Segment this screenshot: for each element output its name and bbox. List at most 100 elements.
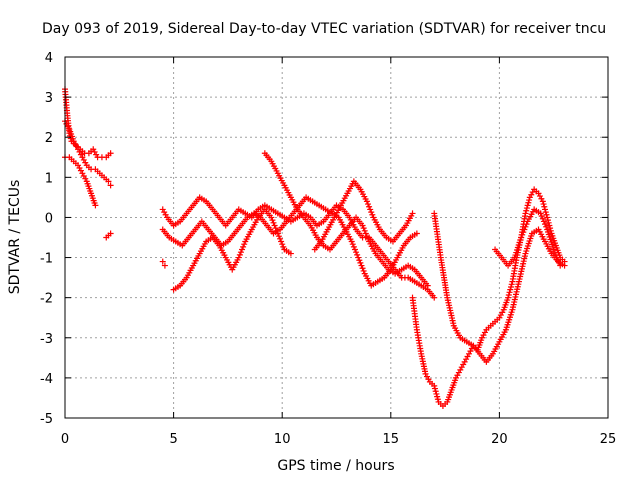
data-point bbox=[348, 238, 355, 245]
grid-layer bbox=[65, 57, 608, 418]
data-point bbox=[280, 243, 287, 250]
y-axis-label: SDTVAR / TECUs bbox=[7, 180, 23, 295]
data-point bbox=[545, 219, 552, 226]
ticks-layer: 0 5 10 15 20 25 -5 -4 -3 -2 -1 0 1 2 3 4 bbox=[40, 51, 616, 447]
x-axis-label: GPS time / hours bbox=[277, 458, 394, 474]
data-point bbox=[505, 294, 512, 301]
data-point bbox=[279, 241, 286, 248]
data-point bbox=[358, 262, 365, 269]
data-point bbox=[364, 235, 371, 242]
x-tick-label: 5 bbox=[169, 432, 177, 447]
data-point bbox=[287, 250, 294, 257]
data-point bbox=[270, 219, 277, 226]
data-point bbox=[349, 241, 356, 248]
data-point bbox=[273, 227, 280, 234]
data-point bbox=[547, 227, 554, 234]
data-point bbox=[551, 249, 558, 256]
data-point bbox=[552, 251, 559, 258]
data-point bbox=[540, 218, 547, 225]
data-point bbox=[366, 203, 373, 210]
data-point bbox=[363, 233, 370, 240]
data-point bbox=[359, 222, 366, 229]
y-tick-label: 2 bbox=[45, 131, 53, 146]
data-point bbox=[523, 221, 530, 228]
data-point bbox=[521, 226, 528, 233]
data-point bbox=[268, 214, 275, 221]
data-point bbox=[354, 251, 361, 258]
data-point bbox=[272, 225, 279, 232]
data-point bbox=[544, 214, 551, 221]
data-point bbox=[557, 262, 564, 269]
data-point bbox=[546, 222, 553, 229]
data-point bbox=[431, 294, 438, 301]
data-point bbox=[522, 210, 529, 217]
data-point bbox=[524, 202, 531, 209]
data-point bbox=[525, 199, 532, 206]
data-point bbox=[241, 241, 248, 248]
data-point bbox=[357, 259, 364, 266]
y-tick-label: 1 bbox=[45, 171, 53, 186]
data-point bbox=[235, 254, 242, 261]
data-point bbox=[523, 207, 530, 214]
data-point bbox=[105, 178, 112, 185]
data-point bbox=[236, 251, 243, 258]
data-point bbox=[350, 243, 357, 250]
x-tick-label: 10 bbox=[274, 432, 291, 447]
data-point bbox=[507, 283, 514, 290]
data-point bbox=[506, 289, 513, 296]
x-tick-label: 20 bbox=[491, 432, 508, 447]
data-series-track-13 bbox=[159, 258, 168, 269]
data-point bbox=[538, 213, 545, 220]
data-point bbox=[507, 286, 514, 293]
data-point bbox=[107, 182, 114, 189]
data-series-track-11 bbox=[431, 210, 568, 365]
y-tick-label: -5 bbox=[40, 412, 53, 427]
data-series-track-8 bbox=[261, 150, 431, 289]
data-point bbox=[356, 257, 363, 264]
data-point bbox=[542, 206, 549, 213]
y-tick-label: 4 bbox=[45, 51, 53, 66]
data-point bbox=[542, 209, 549, 216]
data-point bbox=[518, 234, 525, 241]
data-point bbox=[368, 209, 375, 216]
data-point bbox=[161, 262, 168, 269]
data-point bbox=[556, 259, 563, 266]
data-point bbox=[424, 282, 431, 289]
data-point bbox=[542, 221, 549, 228]
data-point bbox=[553, 254, 560, 261]
data-series-track-4 bbox=[103, 230, 114, 241]
data-point bbox=[523, 205, 530, 212]
data-point bbox=[274, 230, 281, 237]
data-point bbox=[278, 238, 285, 245]
data-point bbox=[540, 201, 547, 208]
y-tick-label: -4 bbox=[40, 372, 53, 387]
data-point bbox=[431, 385, 438, 392]
data-point bbox=[107, 150, 114, 157]
data-point bbox=[367, 206, 374, 213]
plot-frame bbox=[64, 56, 609, 419]
data-point bbox=[541, 203, 548, 210]
data-point bbox=[550, 246, 557, 253]
x-tick-label: 25 bbox=[600, 432, 617, 447]
data-point bbox=[240, 243, 247, 250]
data-point bbox=[508, 281, 515, 288]
data-point bbox=[362, 230, 369, 237]
data-point bbox=[355, 254, 362, 261]
y-tick-label: -1 bbox=[40, 252, 53, 267]
x-tick-label: 0 bbox=[61, 432, 69, 447]
data-point bbox=[359, 265, 366, 272]
data-point bbox=[431, 382, 438, 389]
data-point bbox=[519, 231, 526, 238]
data-series-track-9 bbox=[311, 178, 416, 253]
data-point bbox=[363, 198, 370, 205]
data-point bbox=[505, 291, 512, 298]
y-tick-label: -2 bbox=[40, 292, 53, 307]
data-point bbox=[543, 211, 550, 218]
data-point bbox=[409, 210, 416, 217]
x-tick-label: 15 bbox=[383, 432, 400, 447]
data-series-track-6 bbox=[159, 194, 420, 289]
data-point bbox=[520, 229, 527, 236]
y-tick-label: 0 bbox=[45, 211, 53, 226]
